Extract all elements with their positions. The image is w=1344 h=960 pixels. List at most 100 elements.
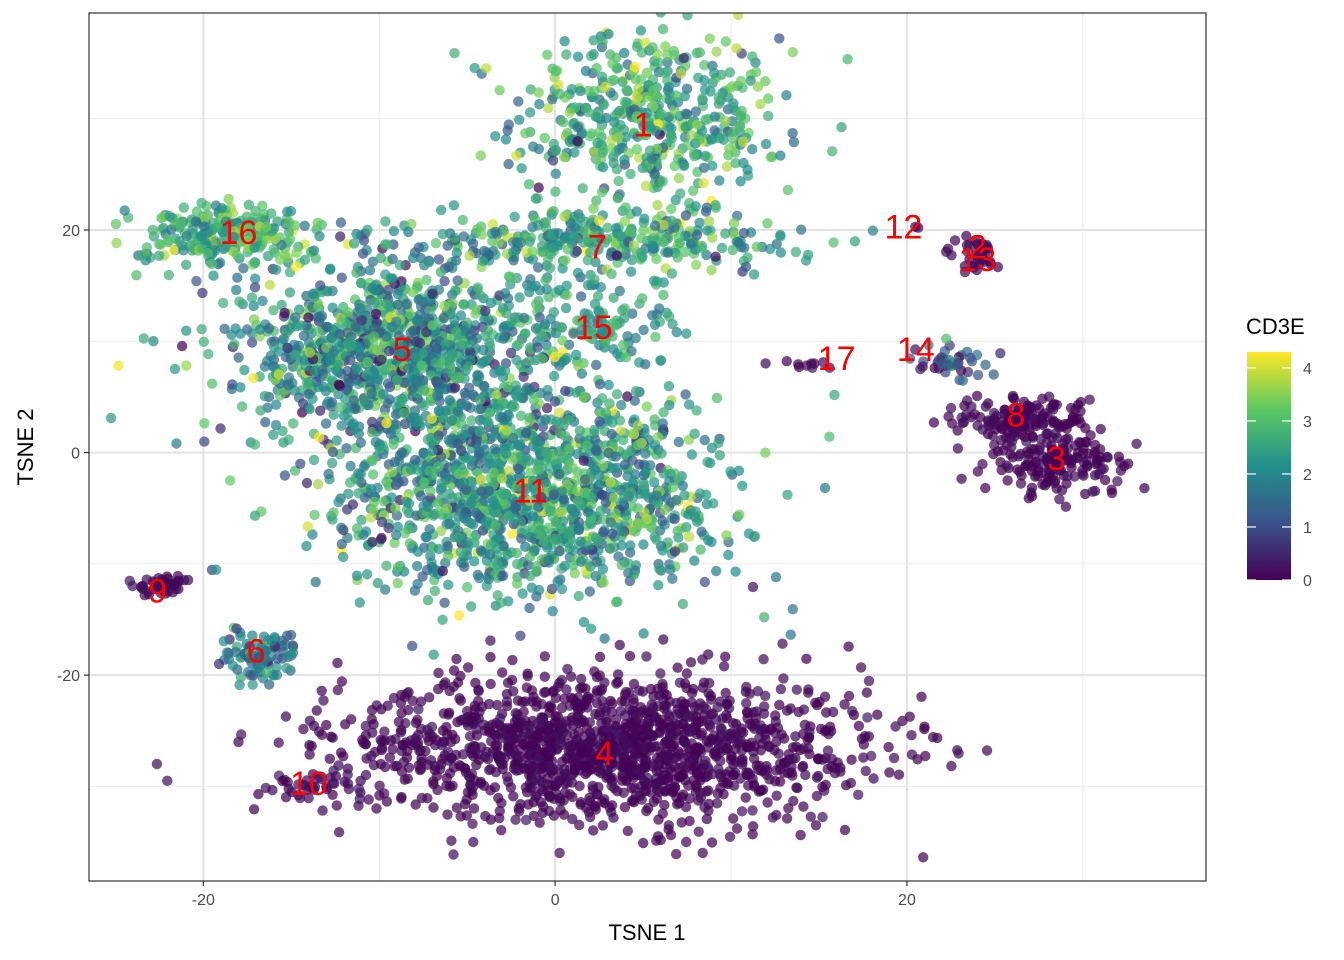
data-point bbox=[736, 806, 748, 817]
data-point bbox=[702, 742, 713, 753]
data-point bbox=[679, 91, 690, 102]
data-point bbox=[574, 740, 586, 751]
data-point bbox=[689, 428, 700, 439]
data-point bbox=[285, 322, 296, 334]
data-point bbox=[548, 138, 559, 150]
data-point bbox=[657, 176, 668, 187]
data-point bbox=[713, 739, 724, 750]
data-point bbox=[680, 737, 691, 748]
data-point bbox=[1106, 484, 1117, 495]
data-point bbox=[413, 242, 424, 253]
data-point bbox=[1084, 394, 1095, 405]
data-point bbox=[619, 154, 630, 166]
data-point bbox=[595, 707, 606, 718]
data-point bbox=[676, 817, 687, 828]
data-point bbox=[485, 651, 496, 663]
data-point bbox=[253, 788, 264, 800]
data-point bbox=[753, 764, 764, 775]
data-point bbox=[720, 36, 731, 47]
data-point bbox=[760, 76, 771, 87]
data-point bbox=[698, 701, 709, 712]
data-point bbox=[576, 673, 587, 685]
data-point bbox=[774, 699, 785, 711]
data-point bbox=[638, 130, 649, 141]
data-point bbox=[927, 732, 939, 743]
data-point bbox=[631, 144, 643, 155]
data-point bbox=[505, 782, 517, 793]
data-point bbox=[575, 212, 586, 223]
data-point bbox=[353, 488, 364, 499]
data-point bbox=[721, 742, 732, 754]
data-point bbox=[403, 226, 414, 238]
data-point bbox=[469, 62, 480, 74]
data-point bbox=[554, 847, 565, 859]
data-point bbox=[613, 144, 625, 155]
data-point bbox=[721, 530, 732, 541]
data-point bbox=[663, 820, 674, 831]
data-point bbox=[489, 782, 501, 793]
data-point bbox=[342, 307, 353, 318]
data-point bbox=[644, 120, 655, 132]
data-point bbox=[304, 749, 315, 760]
data-point bbox=[450, 285, 461, 296]
data-point bbox=[1001, 460, 1012, 471]
data-point bbox=[462, 662, 474, 673]
data-point bbox=[224, 475, 236, 486]
data-point bbox=[853, 720, 865, 732]
data-point bbox=[218, 636, 229, 647]
data-point bbox=[547, 155, 559, 166]
data-point bbox=[662, 247, 674, 258]
data-point bbox=[1066, 462, 1077, 473]
data-point bbox=[379, 726, 390, 737]
data-point bbox=[323, 468, 334, 480]
data-point bbox=[770, 710, 781, 721]
data-point bbox=[860, 765, 871, 777]
data-point bbox=[699, 576, 710, 588]
data-point bbox=[566, 84, 578, 95]
data-point bbox=[342, 769, 353, 780]
data-point bbox=[561, 684, 572, 695]
data-point bbox=[588, 35, 599, 46]
data-point bbox=[616, 399, 627, 411]
data-point bbox=[997, 445, 1009, 456]
data-point bbox=[699, 434, 710, 446]
data-point bbox=[787, 47, 798, 58]
data-point bbox=[766, 151, 778, 162]
data-point bbox=[560, 385, 571, 397]
data-point bbox=[694, 47, 706, 58]
data-point bbox=[584, 717, 595, 728]
data-point bbox=[688, 237, 699, 248]
data-point bbox=[580, 802, 592, 813]
data-point bbox=[607, 58, 618, 69]
data-point bbox=[577, 183, 588, 194]
data-point bbox=[781, 90, 792, 101]
data-point bbox=[532, 262, 544, 273]
data-point bbox=[728, 218, 740, 229]
data-point bbox=[690, 259, 702, 270]
data-point bbox=[374, 790, 385, 801]
data-point bbox=[949, 235, 961, 246]
data-point bbox=[562, 244, 574, 255]
data-point bbox=[372, 577, 383, 589]
data-point bbox=[300, 360, 311, 372]
data-point bbox=[667, 482, 679, 493]
data-point bbox=[651, 534, 662, 545]
data-point bbox=[257, 295, 268, 307]
data-point bbox=[868, 773, 879, 784]
data-point bbox=[713, 92, 724, 103]
data-point bbox=[137, 581, 149, 592]
data-point bbox=[436, 204, 447, 216]
data-point bbox=[714, 450, 725, 461]
data-point bbox=[650, 331, 661, 343]
data-point bbox=[843, 641, 854, 652]
data-point bbox=[517, 588, 528, 599]
data-point bbox=[113, 360, 124, 371]
data-point bbox=[583, 107, 594, 118]
data-point bbox=[320, 418, 332, 429]
data-point bbox=[678, 52, 689, 64]
data-point bbox=[360, 338, 371, 350]
data-point bbox=[468, 836, 479, 848]
data-point bbox=[653, 57, 664, 68]
data-point bbox=[662, 57, 673, 68]
data-point bbox=[248, 804, 260, 815]
